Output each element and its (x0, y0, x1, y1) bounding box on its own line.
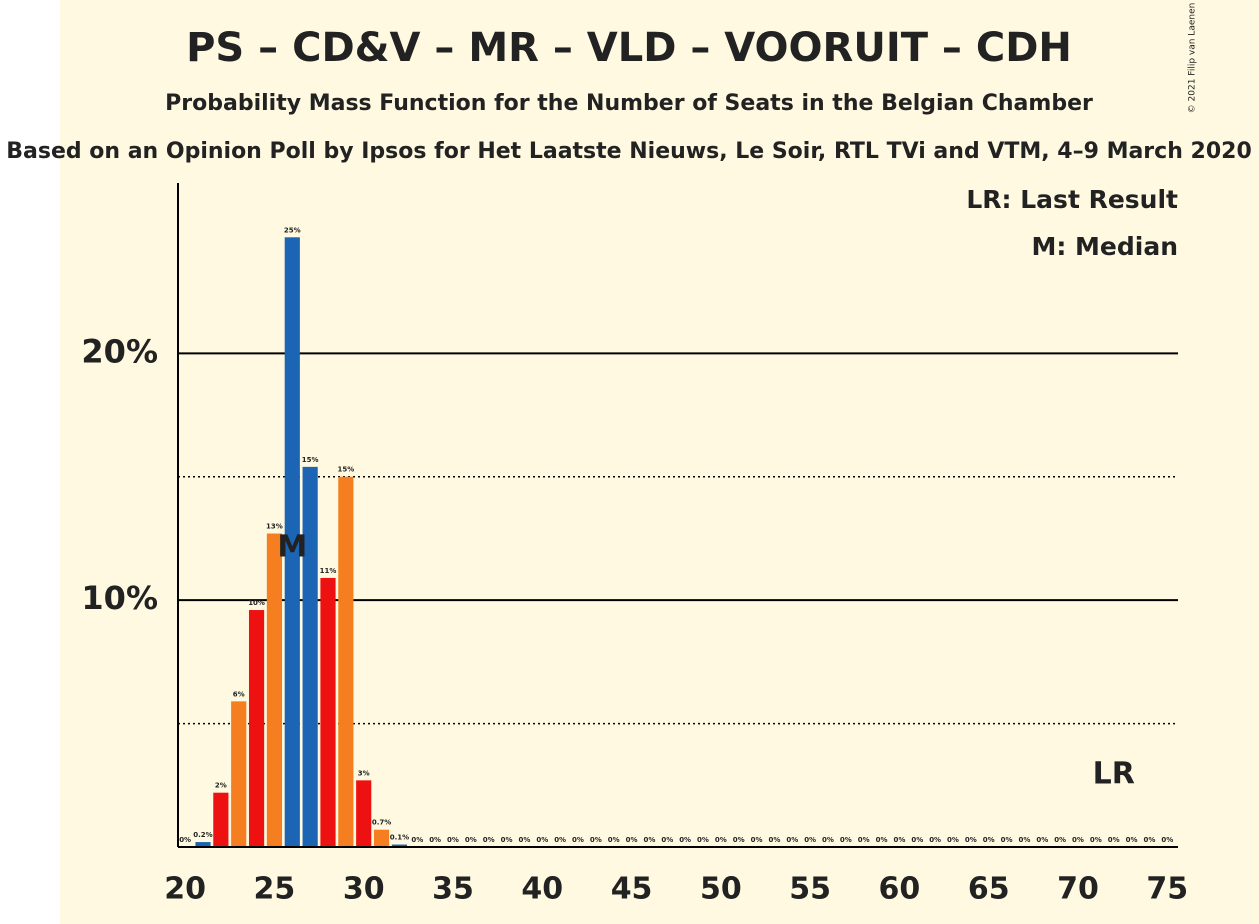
value-label: 0% (1054, 836, 1066, 844)
bar (284, 237, 300, 848)
value-label: 0.1% (390, 834, 409, 842)
value-label: 0% (679, 836, 691, 844)
value-label: 15% (337, 466, 354, 474)
legend-entry: LR: Last Result (966, 185, 1178, 214)
value-label: 0% (786, 836, 798, 844)
x-tick-label: 60 (879, 872, 921, 907)
x-tick-label: 70 (1057, 872, 1099, 907)
copyright: © 2021 Filip van Laenen (1188, 3, 1198, 114)
bar (356, 780, 372, 847)
x-tick-label: 75 (1146, 872, 1188, 907)
value-label: 15% (302, 456, 319, 464)
bar (302, 466, 318, 847)
value-label: 0.7% (372, 819, 391, 827)
value-label: 0% (965, 836, 977, 844)
x-tick-label: 40 (521, 872, 563, 907)
value-label: 0% (876, 836, 888, 844)
x-tick-label: 65 (968, 872, 1010, 907)
value-label: 0% (983, 836, 995, 844)
bar (195, 842, 211, 847)
value-label: 0% (465, 836, 477, 844)
bar (213, 792, 229, 847)
y-tick-label: 20% (81, 332, 158, 370)
value-label: 0% (822, 836, 834, 844)
value-label: 0% (1108, 836, 1120, 844)
value-label: 0% (893, 836, 905, 844)
value-label: 0% (447, 836, 459, 844)
x-tick-label: 45 (611, 872, 653, 907)
y-tick-label: 10% (81, 579, 158, 617)
value-label: 0% (608, 836, 620, 844)
value-label: 11% (320, 567, 337, 575)
bar (373, 829, 390, 847)
x-tick-label: 35 (432, 872, 474, 907)
median-marker: M (277, 530, 307, 565)
bar (248, 610, 265, 847)
value-label: 0% (536, 836, 548, 844)
value-label: 0% (483, 836, 495, 844)
value-label: 0% (1161, 836, 1173, 844)
bar (391, 844, 408, 847)
value-label: 0% (501, 836, 513, 844)
value-label: 0% (840, 836, 852, 844)
value-label: 0% (947, 836, 959, 844)
value-label: 0% (1143, 836, 1155, 844)
value-label: 0% (626, 836, 638, 844)
value-label: 6% (233, 690, 245, 698)
bar (338, 476, 354, 847)
x-tick-label: 30 (343, 872, 385, 907)
value-label: 0% (179, 836, 191, 844)
value-label: 13% (266, 523, 283, 531)
value-label: 3% (358, 769, 370, 777)
x-tick-label: 20 (164, 872, 206, 907)
bar (231, 701, 247, 847)
bar (266, 533, 283, 847)
value-label: 0% (733, 836, 745, 844)
value-label: 2% (215, 782, 227, 790)
x-tick-label: 25 (254, 872, 296, 907)
value-label: 0% (1018, 836, 1030, 844)
value-label: 0% (1036, 836, 1048, 844)
value-label: 0% (1072, 836, 1084, 844)
value-label: 0% (768, 836, 780, 844)
value-label: 0% (697, 836, 709, 844)
value-label: 0% (804, 836, 816, 844)
value-label: 0% (572, 836, 584, 844)
value-label: 0% (1090, 836, 1102, 844)
legend-entry: M: Median (1031, 232, 1178, 261)
value-label: 0% (1126, 836, 1138, 844)
value-label: 0% (715, 836, 727, 844)
value-label: 0% (1001, 836, 1013, 844)
chart-subtitle: Probability Mass Function for the Number… (165, 91, 1093, 116)
value-label: 0% (554, 836, 566, 844)
last-result-marker: LR (1093, 757, 1135, 792)
bar (320, 577, 336, 847)
value-label: 0% (661, 836, 673, 844)
value-label: 0.2% (193, 831, 212, 839)
x-tick-label: 55 (789, 872, 831, 907)
value-label: 0% (911, 836, 923, 844)
value-label: 0% (929, 836, 941, 844)
value-label: 0% (411, 836, 423, 844)
chart-source: Based on an Opinion Poll by Ipsos for He… (6, 139, 1252, 164)
value-label: 0% (858, 836, 870, 844)
value-label: 0% (751, 836, 763, 844)
value-label: 0% (643, 836, 655, 844)
value-label: 10% (248, 599, 265, 607)
value-label: 0% (429, 836, 441, 844)
value-label: 25% (284, 226, 301, 234)
value-label: 0% (518, 836, 530, 844)
value-label: 0% (590, 836, 602, 844)
chart-title: PS – CD&V – MR – VLD – VOORUIT – CDH (186, 25, 1072, 71)
x-tick-label: 50 (700, 872, 742, 907)
